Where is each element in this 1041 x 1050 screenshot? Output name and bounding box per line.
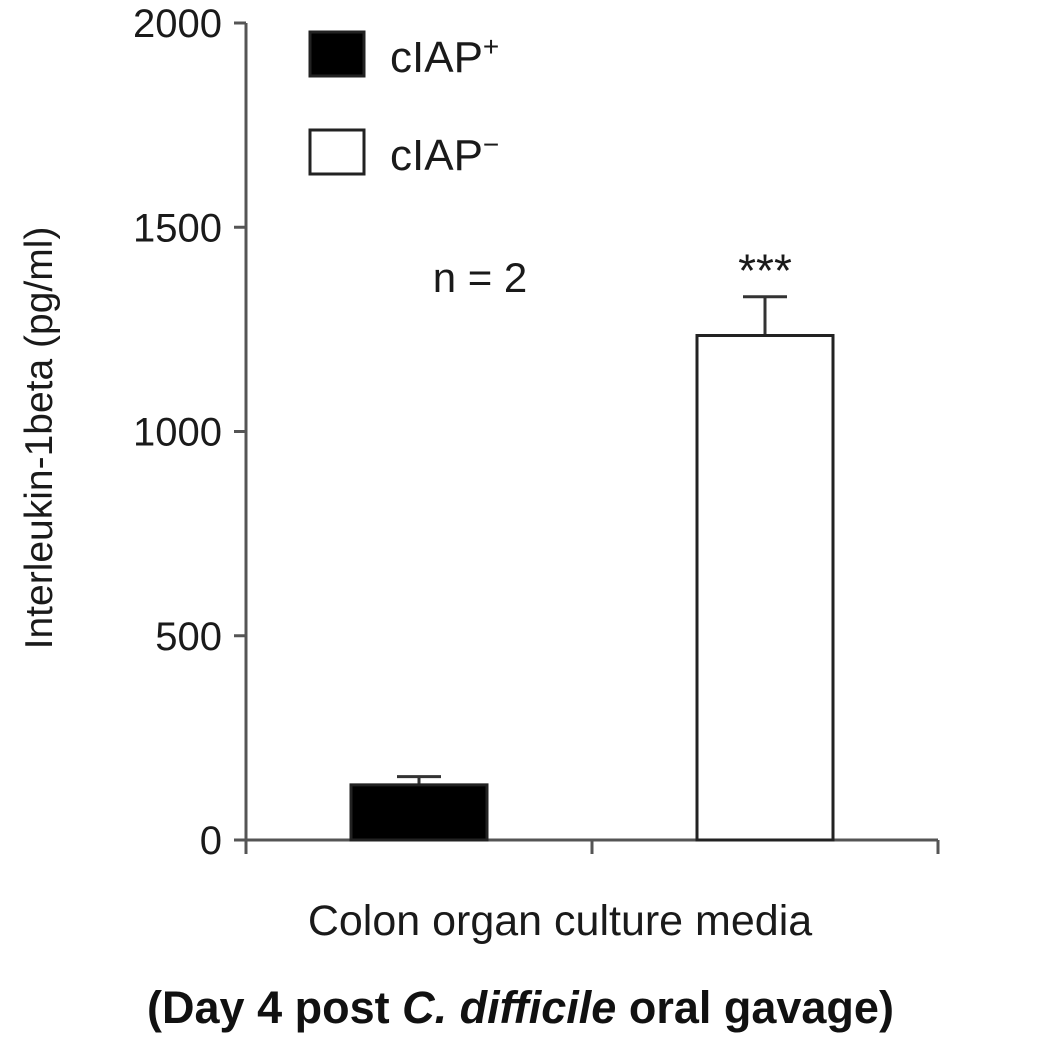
legend: cIAP+ cIAP−	[308, 30, 499, 180]
y-tick-label: 500	[155, 615, 222, 659]
legend-swatch	[308, 128, 366, 176]
y-tick-label: 1000	[133, 411, 222, 455]
sample-size-annotation: n = 2	[433, 254, 528, 301]
legend-label: cIAP−	[390, 129, 499, 180]
bar	[349, 783, 489, 842]
x-axis-label: Colon organ culture media	[308, 897, 812, 945]
bar	[695, 334, 835, 842]
y-tick-label: 2000	[133, 2, 222, 46]
chart-subtitle: (Day 4 post C. difficile oral gavage)	[0, 982, 1041, 1034]
significance-label: ***	[738, 245, 792, 297]
legend-label: cIAP+	[390, 31, 499, 82]
subtitle-suffix: oral gavage)	[616, 982, 894, 1033]
subtitle-organism: C. difficile	[402, 982, 617, 1033]
x-axis	[244, 838, 940, 854]
bars: ***	[349, 245, 835, 842]
subtitle-prefix: (Day 4 post	[147, 982, 403, 1033]
y-tick-label: 1500	[133, 206, 222, 250]
legend-swatch	[308, 30, 366, 78]
y-tick-label: 0	[200, 819, 222, 863]
y-axis: 0 500 1000 1500 2000	[133, 2, 248, 863]
y-axis-label: Interleukin-1beta (pg/ml)	[18, 227, 61, 650]
